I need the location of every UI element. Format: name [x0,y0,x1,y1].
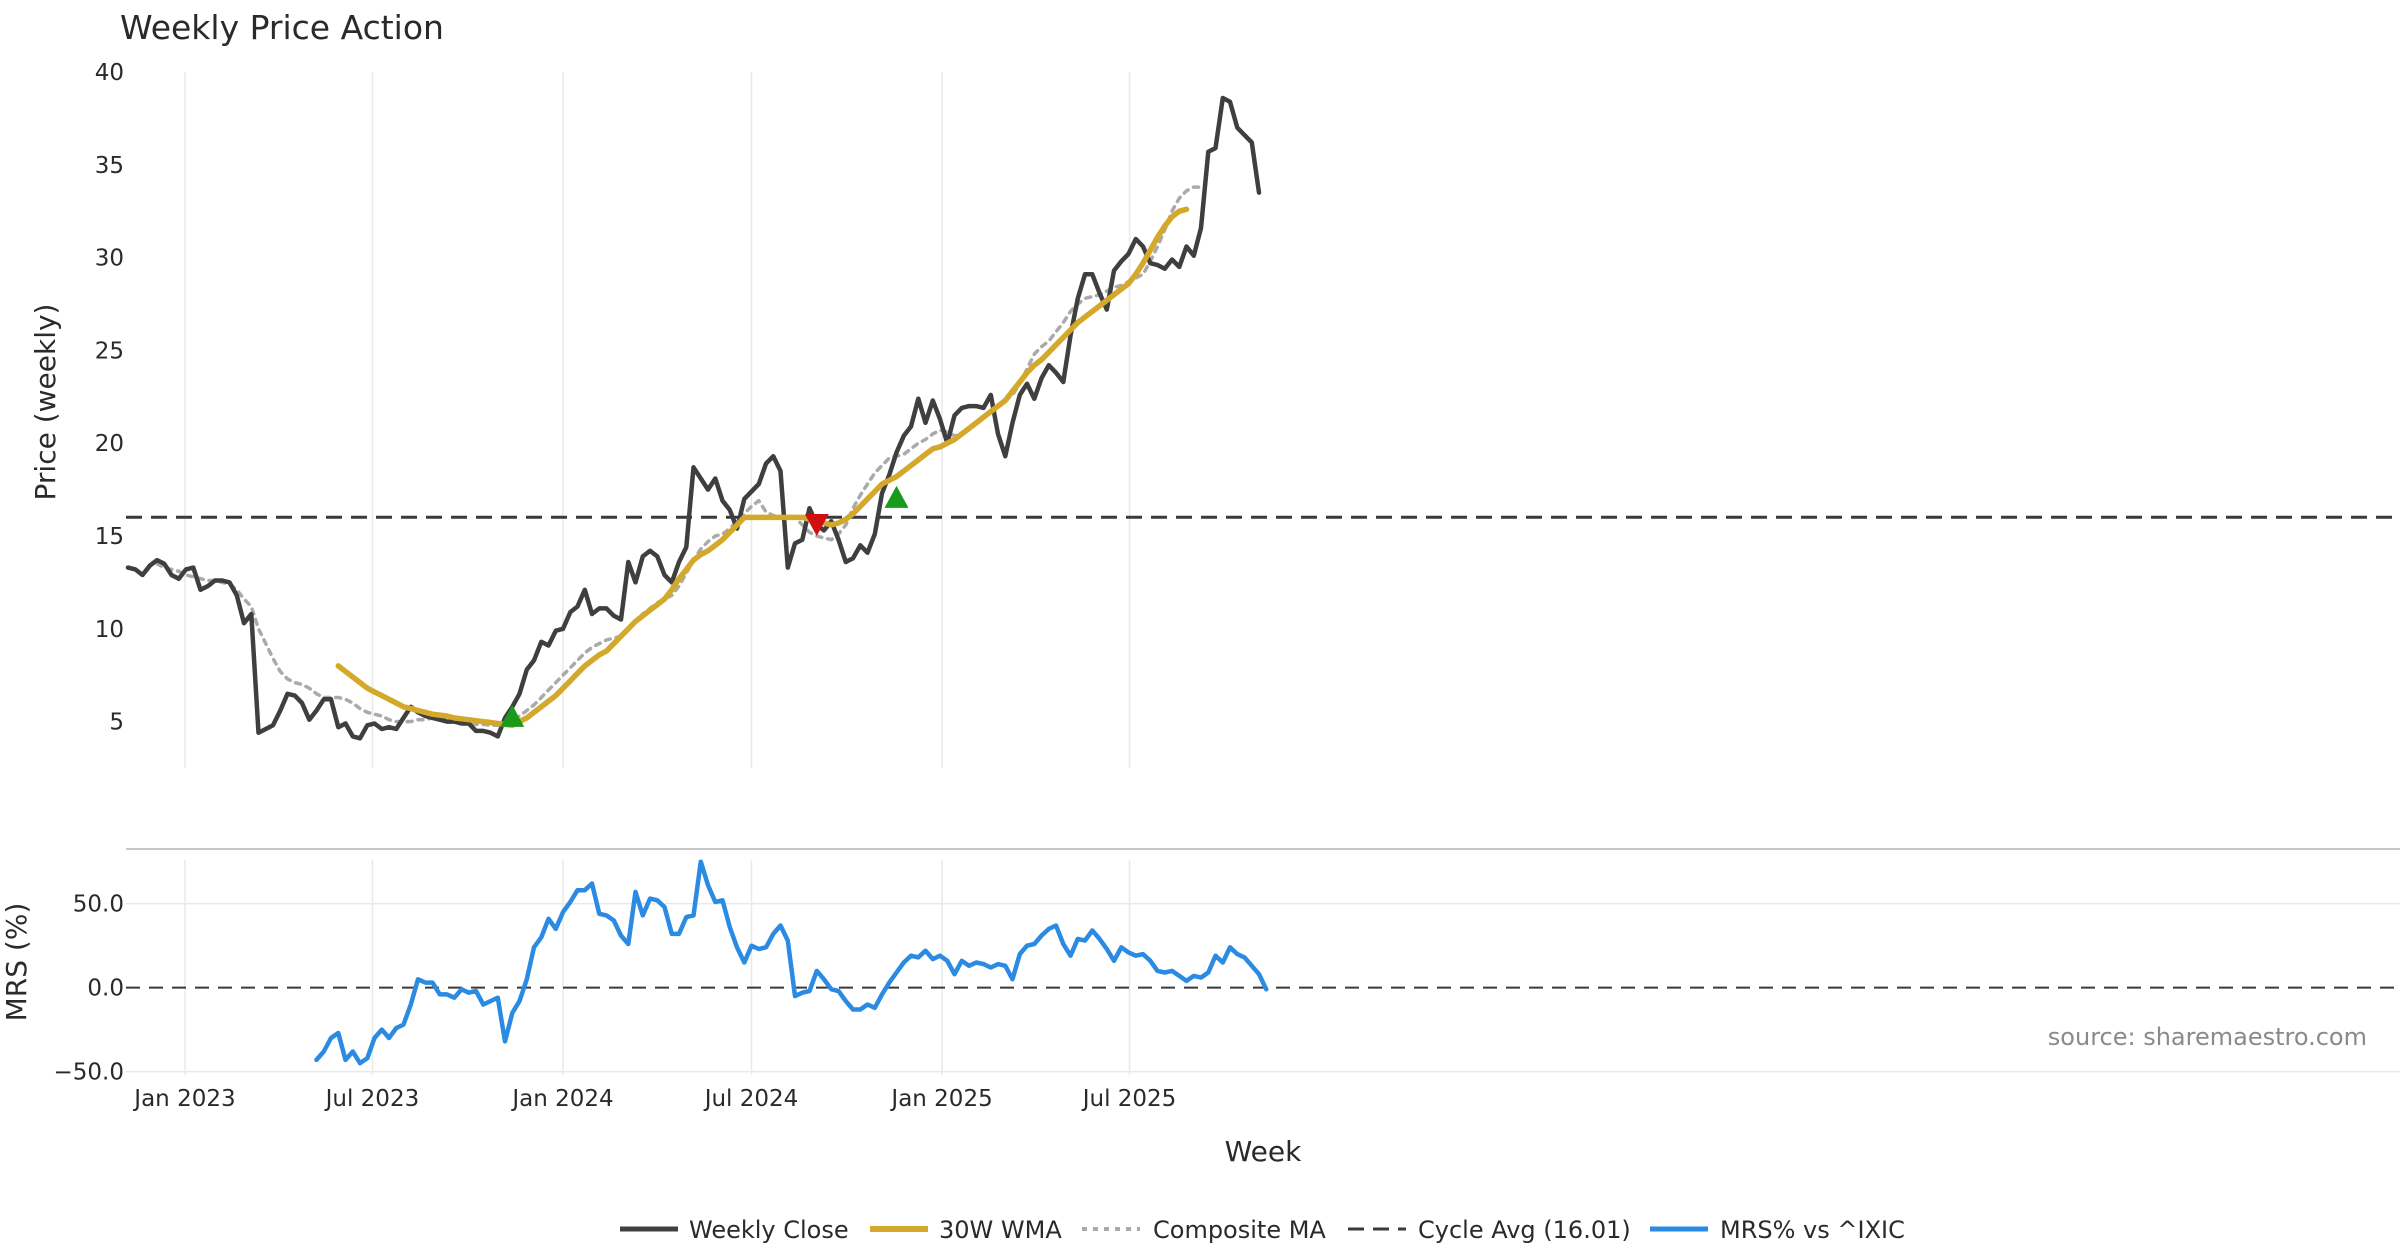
signal-markers [500,485,909,727]
mrs-y-tick-label: −50.0 [54,1060,124,1086]
legend-item-weekly-close[interactable]: Weekly Close [620,1216,849,1244]
tick-labels: Jan 2023 Jul 2023 Jan 2024 Jul 2024 Jan 2025… [54,60,1177,1112]
sell-signal-marker [804,514,829,537]
price-y-tick-label: 5 [109,710,124,736]
legend: Weekly Close 30W WMA Composite MA Cycle … [620,1216,1905,1244]
price-y-tick-label: 30 [95,246,124,272]
legend-label-weekly-close: Weekly Close [689,1216,849,1244]
x-tick-label: Jul 2025 [1081,1086,1177,1112]
mrs-y-tick-label: 0.0 [87,976,124,1002]
buy-signal-marker [500,704,525,727]
legend-label-composite-ma: Composite MA [1153,1216,1326,1244]
mrs-y-tick-label: 50.0 [73,892,124,918]
series [125,95,1269,1066]
x-tick-label: Jul 2023 [324,1086,420,1112]
mrs-axis-title: MRS (%) [0,903,33,1022]
composite-ma-line [155,185,1203,728]
price-y-tick-label: 10 [95,617,124,643]
legend-label-mrs: MRS% vs ^IXIC [1720,1216,1905,1244]
legend-item-cycle-avg[interactable]: Cycle Avg (16.01) [1348,1216,1631,1244]
buy-signal-marker [884,485,909,508]
weekly-close-line [125,95,1262,741]
price-y-tick-label: 25 [95,338,124,364]
x-tick-label: Jan 2023 [132,1086,235,1112]
legend-label-cycle-avg: Cycle Avg (16.01) [1418,1216,1631,1244]
chart-title: Weekly Price Action [120,8,444,47]
x-tick-label: Jan 2024 [510,1086,613,1112]
price-y-tick-label: 15 [95,524,124,550]
legend-item-30w-wma[interactable]: 30W WMA [870,1216,1062,1244]
price-axis-title: Price (weekly) [29,304,62,501]
x-tick-label: Jan 2025 [889,1086,992,1112]
grid-lines [126,72,2400,1075]
legend-item-composite-ma[interactable]: Composite MA [1082,1216,1326,1244]
reference-lines [126,515,2400,989]
legend-label-30w-wma: 30W WMA [939,1216,1062,1244]
price-y-tick-label: 40 [95,60,124,86]
x-tick-label: Jul 2024 [703,1086,799,1112]
legend-item-mrs[interactable]: MRS% vs ^IXIC [1650,1216,1905,1244]
wma-30w-line [335,206,1190,729]
mrs-line [314,859,1269,1066]
price-y-tick-label: 35 [95,153,124,179]
price-y-tick-label: 20 [95,431,124,457]
source-annotation: source: sharemaestro.com [2048,1023,2367,1051]
x-axis-title: Week [1225,1135,1302,1168]
